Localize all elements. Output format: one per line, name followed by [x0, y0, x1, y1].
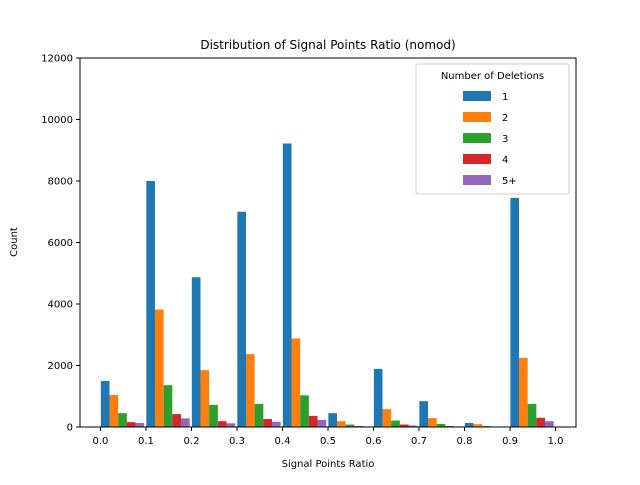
x-tick-label: 0.8 — [457, 436, 473, 447]
legend-label-5plus: 5+ — [502, 176, 517, 187]
x-tick-label: 0.9 — [502, 436, 518, 447]
y-tick-label: 2000 — [48, 361, 73, 372]
y-tick-label: 8000 — [48, 177, 73, 188]
bar-1-bin-2 — [192, 277, 201, 427]
bar-5plus-bin-9 — [545, 421, 554, 427]
bar-2-bin-6 — [383, 409, 392, 427]
y-tick-label: 6000 — [48, 238, 73, 249]
y-tick-label: 10000 — [41, 115, 73, 126]
bar-5plus-bin-4 — [318, 420, 327, 427]
bar-4-bin-4 — [309, 416, 318, 427]
bar-1-bin-6 — [374, 369, 383, 427]
y-tick-label: 12000 — [41, 54, 73, 65]
x-tick-label: 0.1 — [138, 436, 154, 447]
bar-2-bin-1 — [155, 310, 164, 427]
bar-3-bin-4 — [300, 395, 309, 427]
x-tick-label: 0.3 — [229, 436, 245, 447]
bar-5plus-bin-2 — [227, 423, 236, 427]
bar-4-bin-0 — [127, 422, 136, 427]
bar-2-bin-2 — [201, 370, 210, 427]
legend-swatch-1 — [463, 91, 491, 101]
bar-3-bin-3 — [255, 404, 264, 427]
bar-5plus-bin-3 — [272, 422, 281, 427]
bar-1-bin-8 — [465, 423, 474, 427]
legend-label-2: 2 — [502, 113, 508, 124]
bar-5plus-bin-0 — [135, 423, 144, 427]
bar-1-bin-9 — [510, 198, 519, 427]
legend-swatch-2 — [463, 112, 491, 122]
legend-box — [416, 64, 569, 194]
bar-2-bin-0 — [109, 395, 118, 427]
y-axis-label: Count — [9, 227, 20, 257]
bar-4-bin-1 — [172, 414, 181, 427]
bar-1-bin-1 — [146, 181, 155, 427]
bar-2-bin-4 — [292, 338, 301, 427]
x-tick-label: 0.4 — [275, 436, 291, 447]
x-tick-label: 0.5 — [320, 436, 336, 447]
legend-swatch-5plus — [463, 175, 491, 185]
bar-3-bin-0 — [118, 413, 127, 427]
legend: Number of Deletions 1 2 3 4 5+ — [416, 64, 569, 194]
bar-3-bin-6 — [391, 421, 400, 427]
bar-2-bin-7 — [428, 418, 437, 427]
y-tick-label: 0 — [67, 423, 73, 434]
x-tick-label: 0.0 — [93, 436, 109, 447]
x-tick-label: 0.2 — [184, 436, 200, 447]
bar-4-bin-3 — [263, 419, 272, 427]
bar-1-bin-0 — [101, 381, 110, 427]
legend-label-3: 3 — [502, 134, 508, 145]
chart-title: Distribution of Signal Points Ratio (nom… — [200, 38, 455, 52]
bar-3-bin-9 — [528, 404, 537, 427]
x-tick-label: 1.0 — [548, 436, 564, 447]
legend-swatch-3 — [463, 133, 491, 143]
legend-swatch-4 — [463, 154, 491, 164]
bar-2-bin-9 — [519, 358, 528, 427]
bar-4-bin-2 — [218, 421, 227, 427]
bar-1-bin-3 — [237, 212, 246, 427]
bar-4-bin-9 — [536, 418, 545, 427]
bar-1-bin-7 — [419, 401, 428, 427]
x-tick-label: 0.6 — [366, 436, 382, 447]
bar-5plus-bin-1 — [181, 418, 190, 427]
x-axis-label: Signal Points Ratio — [282, 459, 375, 470]
x-tick-label: 0.7 — [411, 436, 427, 447]
bar-2-bin-5 — [337, 421, 346, 427]
bar-3-bin-1 — [164, 385, 173, 427]
bar-2-bin-3 — [246, 354, 255, 427]
legend-title: Number of Deletions — [441, 71, 544, 82]
y-axis: 0 2000 4000 6000 8000 10000 12000 — [41, 54, 80, 434]
legend-label-1: 1 — [502, 92, 508, 103]
bar-1-bin-5 — [328, 413, 337, 427]
bar-1-bin-4 — [283, 143, 292, 427]
bar-3-bin-2 — [209, 405, 218, 427]
y-tick-label: 4000 — [48, 300, 73, 311]
legend-label-4: 4 — [502, 155, 508, 166]
x-axis: 0.0 0.1 0.2 0.3 0.4 0.5 0.6 0.7 0.8 0.9 1.0 — [93, 427, 564, 447]
